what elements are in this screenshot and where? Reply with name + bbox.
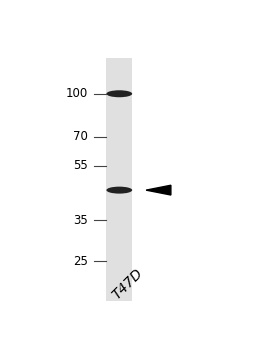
- Text: 35: 35: [73, 214, 88, 227]
- Text: 55: 55: [73, 159, 88, 172]
- Ellipse shape: [106, 90, 132, 97]
- Ellipse shape: [106, 187, 132, 193]
- Text: 25: 25: [73, 254, 88, 268]
- Bar: [106, 57, 132, 301]
- Text: 70: 70: [73, 130, 88, 143]
- Text: 100: 100: [65, 87, 88, 100]
- Polygon shape: [146, 185, 171, 195]
- Text: T47D: T47D: [109, 266, 145, 302]
